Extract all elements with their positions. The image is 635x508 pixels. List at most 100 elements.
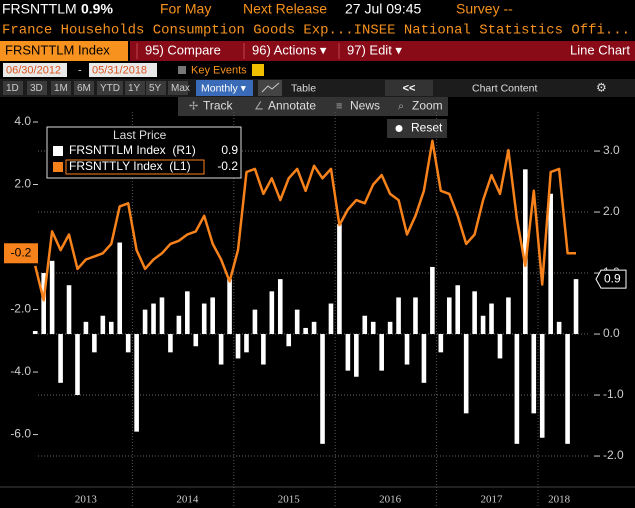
menu-item[interactable]: 95) Compare	[145, 42, 221, 57]
key-events-check[interactable]	[178, 66, 186, 74]
bar	[49, 260, 55, 335]
bar	[539, 334, 545, 438]
period-button[interactable]: YTD	[100, 83, 120, 94]
bar	[32, 330, 38, 335]
bar	[345, 334, 351, 371]
tool-icon[interactable]: ≡	[336, 100, 342, 112]
menu-item[interactable]: 97) Edit ▾	[347, 42, 402, 57]
period-bar	[0, 79, 635, 97]
period-box[interactable]	[3, 81, 23, 95]
y2-tick-label: -2.0	[603, 448, 624, 462]
reset[interactable]: Reset	[411, 121, 443, 135]
period-button[interactable]: 1Y	[128, 83, 141, 94]
tool-icon[interactable]: ∠	[254, 100, 264, 112]
start-date[interactable]: 06/30/2012	[6, 64, 61, 76]
y-tick-label: 2.0	[14, 177, 31, 191]
chart-content[interactable]: Chart Content	[472, 82, 537, 94]
period-box[interactable]	[27, 81, 47, 95]
bar	[151, 303, 156, 335]
bar	[210, 297, 215, 335]
bar	[565, 334, 570, 444]
bar	[176, 315, 182, 335]
menu-item[interactable]: 96) Actions ▾	[252, 42, 327, 57]
bar	[379, 334, 384, 371]
tool-button[interactable]: News	[350, 99, 380, 113]
bar	[108, 321, 114, 335]
bar	[320, 334, 325, 444]
y-tick-label: -2.0	[10, 302, 31, 316]
bar	[514, 334, 520, 444]
key-events[interactable]: Key Events	[191, 64, 247, 76]
period-box[interactable]	[51, 81, 71, 95]
period-button[interactable]: 1D	[6, 83, 19, 94]
bar	[387, 321, 393, 335]
legend-entry: FRSNTTLY Index (L1)	[69, 159, 191, 173]
tool-button[interactable]: Annotate	[268, 99, 316, 113]
bar	[185, 291, 190, 335]
bar	[261, 334, 266, 365]
legend-swatch	[53, 146, 63, 156]
legend-entry: FRSNTTLM Index (R1)	[69, 143, 196, 157]
security[interactable]: FRSNTTLM Index	[5, 42, 110, 57]
legend	[46, 126, 242, 179]
settings-icon[interactable]: ⚙	[596, 81, 607, 95]
bar	[218, 334, 224, 365]
x-tick-label: 2014	[176, 494, 199, 506]
bar	[573, 279, 579, 335]
last-value-box	[4, 243, 38, 264]
x-tick-label: 2018	[548, 494, 571, 506]
bar	[66, 285, 72, 335]
chart: 2013 2014 2015 2016 2017 2018 4.0 2.0 -2.0 -4.0 -6…	[0, 112, 635, 508]
tool-icon[interactable]: ⌕	[398, 100, 404, 112]
bar	[354, 334, 359, 377]
end-date[interactable]: 05/31/2018	[92, 64, 147, 76]
legend-value: -0.2	[217, 159, 238, 173]
frequency[interactable]: Monthly ▾	[201, 82, 247, 94]
y2-tick-label: 0.0	[603, 326, 620, 340]
bar	[506, 297, 511, 335]
tool-icon[interactable]: ✢	[189, 100, 198, 112]
table-button[interactable]: Table	[291, 82, 316, 94]
bar	[303, 327, 308, 335]
ticker: FRSNTTLM	[2, 1, 77, 17]
bar	[83, 321, 89, 335]
security-box[interactable]	[0, 41, 128, 61]
collapse[interactable]: <<	[403, 82, 416, 94]
period-button[interactable]: 5Y	[149, 83, 162, 94]
key-events-icon[interactable]	[252, 64, 264, 76]
next-release-label: Next Release	[243, 1, 327, 17]
end-date-box[interactable]	[89, 63, 157, 77]
tool-button[interactable]: Track	[203, 99, 234, 113]
y2-tick-label: 3.0	[603, 143, 620, 157]
frequency-box[interactable]	[196, 80, 253, 96]
bar	[117, 242, 123, 335]
x-tick-label: 2015	[278, 494, 301, 506]
reset-icon[interactable]	[395, 125, 403, 132]
bar	[421, 334, 427, 383]
bar	[244, 334, 249, 353]
bar	[227, 279, 232, 335]
start-date-box[interactable]	[3, 63, 67, 77]
period-box[interactable]	[74, 81, 94, 95]
bar	[41, 273, 46, 335]
period-box[interactable]	[97, 81, 123, 95]
bar	[455, 285, 461, 335]
period-button[interactable]: 3D	[30, 83, 43, 94]
legend-title: Last Price	[113, 128, 167, 142]
tools-bar	[178, 97, 448, 116]
period-box[interactable]	[146, 81, 166, 95]
bar	[75, 334, 80, 396]
period-box[interactable]	[168, 81, 188, 95]
tool-button[interactable]: Zoom	[412, 99, 443, 113]
bar	[311, 321, 317, 335]
period-button[interactable]: Max	[171, 83, 190, 94]
collapse-box[interactable]	[385, 80, 433, 96]
reset-box[interactable]	[387, 119, 447, 138]
bar	[531, 334, 537, 414]
bar	[277, 279, 283, 335]
period-button[interactable]: 1M	[54, 83, 68, 94]
period-button[interactable]: 6M	[77, 83, 91, 94]
period-box[interactable]	[125, 81, 145, 95]
bar	[294, 309, 300, 335]
bar	[328, 303, 334, 335]
